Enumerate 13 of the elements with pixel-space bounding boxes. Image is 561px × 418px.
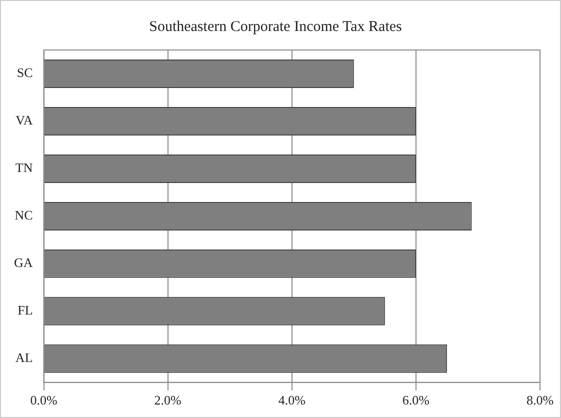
x-tick-label: 8.0%	[526, 392, 554, 408]
y-tick-label: FL	[18, 302, 33, 318]
y-tick-label: VA	[16, 112, 34, 128]
x-tick-label: 2.0%	[154, 392, 182, 408]
y-tick-label: NC	[14, 208, 33, 223]
y-tick-label: TN	[15, 160, 34, 176]
x-tick-label: 4.0%	[278, 392, 306, 408]
y-tick-label: SC	[16, 65, 33, 80]
x-tick-label: 0.0%	[30, 392, 58, 408]
y-tick-label: AL	[15, 350, 33, 366]
x-tick-label: 6.0%	[402, 392, 430, 408]
y-tick-label: GA	[14, 255, 34, 270]
chart-title: Southeastern Corporate Income Tax Rates	[149, 18, 402, 35]
